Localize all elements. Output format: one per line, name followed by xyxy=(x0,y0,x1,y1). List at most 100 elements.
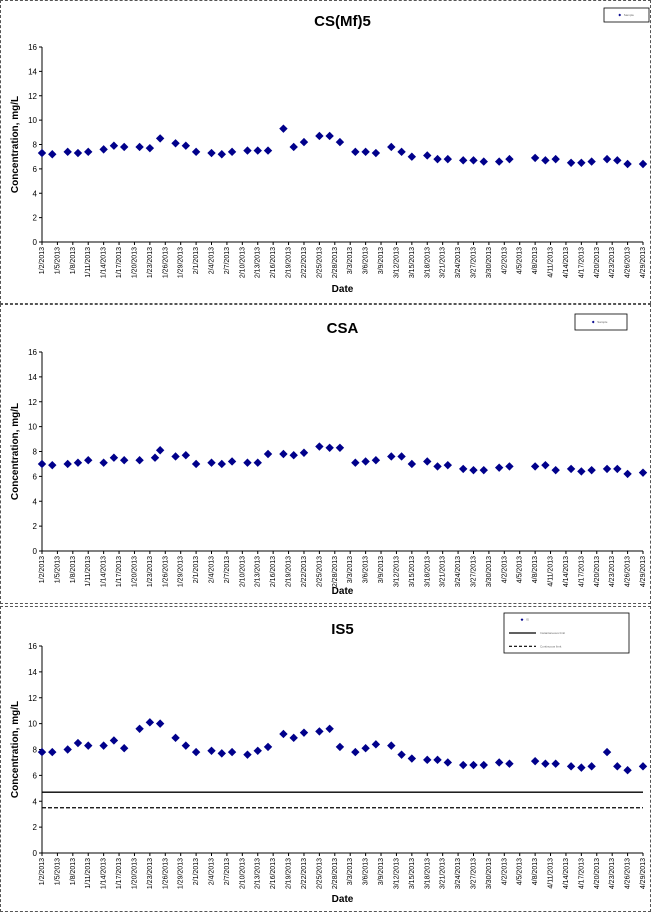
data-point xyxy=(602,154,612,164)
data-point xyxy=(423,755,432,765)
data-point xyxy=(371,740,381,749)
x-tick-label: 2/19/2013 xyxy=(286,556,293,587)
data-point xyxy=(73,148,83,158)
x-tick-label: 1/17/2013 xyxy=(116,556,123,587)
x-axis-label: Date xyxy=(332,894,354,905)
data-point xyxy=(566,762,576,771)
x-tick-label: 1/2/2013 xyxy=(39,858,46,885)
x-tick-label: 3/27/2013 xyxy=(470,858,477,889)
x-tick-label: 1/17/2013 xyxy=(116,247,123,278)
x-tick-label: 1/5/2013 xyxy=(54,556,61,583)
data-point xyxy=(279,729,288,739)
x-tick-label: 2/25/2013 xyxy=(316,858,323,889)
data-point xyxy=(299,137,309,147)
y-tick-label: 2 xyxy=(33,214,38,223)
data-point xyxy=(243,458,252,467)
x-tick-label: 4/23/2013 xyxy=(609,858,616,889)
y-tick-label: 16 xyxy=(28,642,37,651)
x-tick-label: 1/8/2013 xyxy=(70,858,77,885)
x-tick-label: 3/18/2013 xyxy=(424,556,431,587)
x-tick-label: 4/29/2013 xyxy=(640,247,647,278)
data-point xyxy=(566,158,576,167)
data-point xyxy=(263,449,273,459)
data-point xyxy=(217,150,226,159)
data-point xyxy=(587,465,596,475)
x-tick-label: 3/6/2013 xyxy=(363,247,370,274)
legend-entry-label: IS xyxy=(526,618,529,622)
legend-entry-label: Sample xyxy=(597,320,608,324)
data-point xyxy=(361,457,370,466)
x-tick-label: 1/14/2013 xyxy=(101,556,108,587)
data-point xyxy=(623,766,632,775)
y-tick-label: 16 xyxy=(28,43,37,52)
data-point xyxy=(243,146,252,155)
data-point xyxy=(217,459,226,469)
data-point xyxy=(135,724,144,733)
y-tick-label: 14 xyxy=(28,668,37,677)
legend-marker-icon xyxy=(520,618,524,622)
data-point xyxy=(397,750,406,759)
x-tick-label: 3/9/2013 xyxy=(378,556,385,583)
data-point xyxy=(387,452,396,461)
x-tick-label: 2/10/2013 xyxy=(239,556,246,587)
data-point xyxy=(361,744,370,753)
x-tick-label: 4/8/2013 xyxy=(532,858,539,885)
legend-entry-label: Continuous limit xyxy=(540,644,562,648)
data-point xyxy=(171,139,180,148)
data-point xyxy=(207,148,216,158)
x-tick-label: 3/15/2013 xyxy=(409,247,416,278)
data-point xyxy=(227,747,237,757)
data-point xyxy=(387,142,396,152)
data-point xyxy=(638,159,648,169)
x-axis-label: Date xyxy=(332,284,354,295)
x-tick-label: 2/16/2013 xyxy=(270,247,277,278)
y-tick-label: 0 xyxy=(33,547,38,556)
data-point xyxy=(387,741,396,750)
data-point xyxy=(423,151,432,160)
y-tick-label: 12 xyxy=(28,398,37,407)
data-point xyxy=(459,156,468,165)
data-point xyxy=(587,157,596,166)
x-tick-label: 2/4/2013 xyxy=(209,556,216,583)
x-tick-label: 2/1/2013 xyxy=(193,247,200,274)
data-point xyxy=(63,147,72,157)
x-tick-label: 4/20/2013 xyxy=(594,858,601,889)
x-tick-label: 3/9/2013 xyxy=(378,858,385,885)
data-point xyxy=(397,147,406,157)
data-point xyxy=(505,759,514,768)
data-point xyxy=(325,724,334,733)
y-axis-label: Concentration, mg/L xyxy=(10,403,21,500)
data-point xyxy=(253,146,262,155)
chart-panel-is5: IS5 Concentration, mg/L 0 2 4 6 8 10 12 14 16 1/2/2… xyxy=(0,606,651,912)
data-point xyxy=(407,754,417,763)
data-point xyxy=(530,756,540,766)
x-tick-label: 1/23/2013 xyxy=(147,556,154,587)
x-tick-label: 4/14/2013 xyxy=(563,247,570,278)
data-point xyxy=(279,449,288,459)
x-tick-label: 4/11/2013 xyxy=(548,247,555,278)
chart-panel-csa: CSA Concentration, mg/L 0 2 4 6 8 10 12 14 16 1/2/2… xyxy=(0,304,651,604)
data-point xyxy=(315,442,324,451)
data-point xyxy=(191,747,201,757)
x-tick-label: 3/15/2013 xyxy=(409,858,416,889)
data-point xyxy=(459,464,468,474)
x-tick-label: 3/18/2013 xyxy=(424,247,431,278)
x-tick-label: 1/26/2013 xyxy=(162,858,169,889)
x-tick-label: 1/20/2013 xyxy=(131,247,138,278)
data-point xyxy=(289,451,298,460)
x-tick-label: 3/18/2013 xyxy=(424,858,431,889)
x-tick-label: 4/11/2013 xyxy=(548,858,555,889)
x-tick-label: 3/9/2013 xyxy=(378,247,385,274)
data-point xyxy=(37,459,47,469)
data-point xyxy=(469,760,478,770)
x-tick-label: 1/14/2013 xyxy=(101,858,108,889)
y-tick-label: 4 xyxy=(33,497,38,506)
x-tick-label: 1/8/2013 xyxy=(70,247,77,274)
x-tick-label: 3/30/2013 xyxy=(486,858,493,889)
x-tick-label: 4/26/2013 xyxy=(625,556,632,587)
chart-cs-mf5: CS(Mf)5 Concentration, mg/L 0 2 4 6 8 10 12 14 16 1… xyxy=(10,7,650,295)
x-tick-label: 1/14/2013 xyxy=(101,247,108,278)
data-point xyxy=(227,457,237,466)
x-tick-label: 3/27/2013 xyxy=(470,247,477,278)
y-tick-label: 2 xyxy=(33,522,38,531)
